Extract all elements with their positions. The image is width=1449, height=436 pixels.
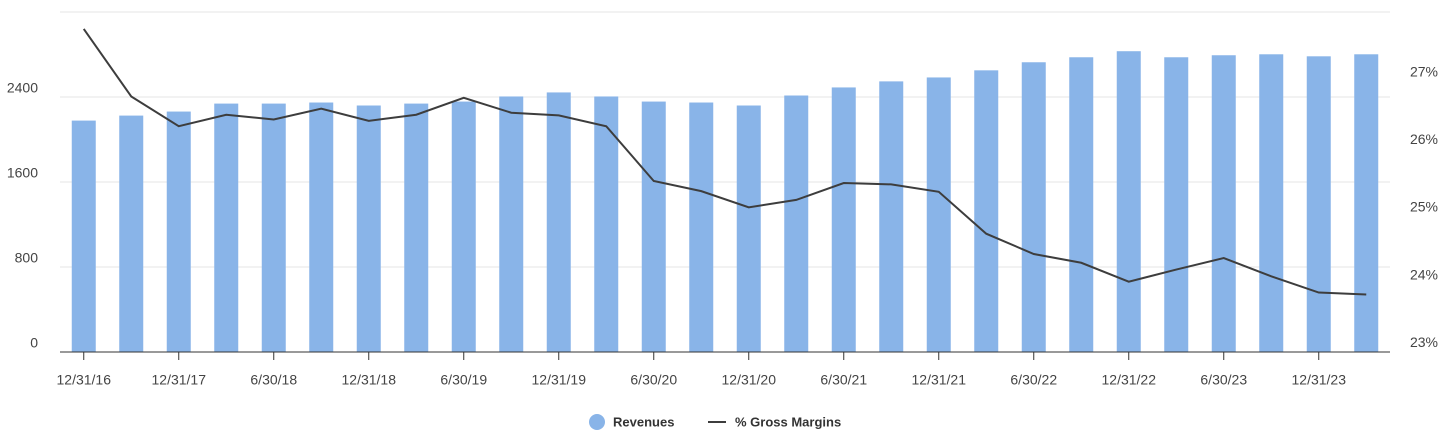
bar (1164, 57, 1189, 352)
bar (1306, 56, 1331, 353)
bar (451, 101, 476, 352)
bar (1259, 54, 1284, 352)
legend-label: Revenues (613, 414, 674, 429)
x-tick-label: 12/31/17 (152, 372, 207, 388)
bar (356, 105, 381, 352)
x-tick-label: 12/31/18 (342, 372, 397, 388)
x-tick-label: 6/30/18 (250, 372, 297, 388)
bar (119, 115, 144, 352)
bar (261, 103, 286, 353)
bar (1069, 57, 1094, 352)
bar (214, 103, 239, 353)
x-tick-label: 6/30/21 (820, 372, 867, 388)
x-tick-label: 6/30/23 (1200, 372, 1247, 388)
x-tick-label: 12/31/19 (532, 372, 587, 388)
bar (974, 70, 999, 353)
bar (1116, 51, 1141, 353)
legend: Revenues % Gross Margins (589, 414, 841, 430)
bar (831, 87, 856, 352)
x-tick-label: 6/30/20 (630, 372, 677, 388)
bar (736, 105, 761, 352)
bar (1021, 62, 1046, 352)
bar (71, 120, 96, 353)
bar (689, 102, 714, 353)
line (82, 28, 1367, 296)
y2-tick-label: 24% (1410, 266, 1438, 282)
bar (546, 92, 571, 353)
x-tick-label: 6/30/22 (1010, 372, 1057, 388)
y-tick-label: 0 (30, 335, 38, 351)
bar (309, 102, 334, 353)
x-tick-label: 6/30/19 (440, 372, 487, 388)
y2-tick-label: 25% (1410, 199, 1438, 215)
bar (641, 101, 666, 352)
x-tick-label: 12/31/20 (722, 372, 777, 388)
bar (404, 103, 429, 353)
legend-swatch (589, 414, 605, 430)
legend-label: % Gross Margins (735, 414, 841, 429)
y2-tick-label: 23% (1410, 334, 1438, 350)
y-tick-label: 2400 (7, 80, 38, 96)
bar (784, 95, 809, 352)
bar (1211, 55, 1236, 353)
bar (166, 111, 191, 353)
bar (1354, 54, 1379, 352)
x-tick-label: 12/31/21 (912, 372, 967, 388)
x-tick-label: 12/31/23 (1292, 372, 1347, 388)
bar (499, 96, 524, 352)
bar (879, 81, 904, 352)
y-tick-label: 1600 (7, 165, 38, 181)
x-tick-label: 12/31/22 (1102, 372, 1157, 388)
y2-tick-label: 27% (1410, 64, 1438, 80)
x-tick-label: 12/31/16 (57, 372, 112, 388)
bar (926, 77, 951, 352)
bar (594, 96, 619, 352)
y2-tick-label: 26% (1410, 131, 1438, 147)
y-tick-label: 800 (15, 250, 39, 266)
